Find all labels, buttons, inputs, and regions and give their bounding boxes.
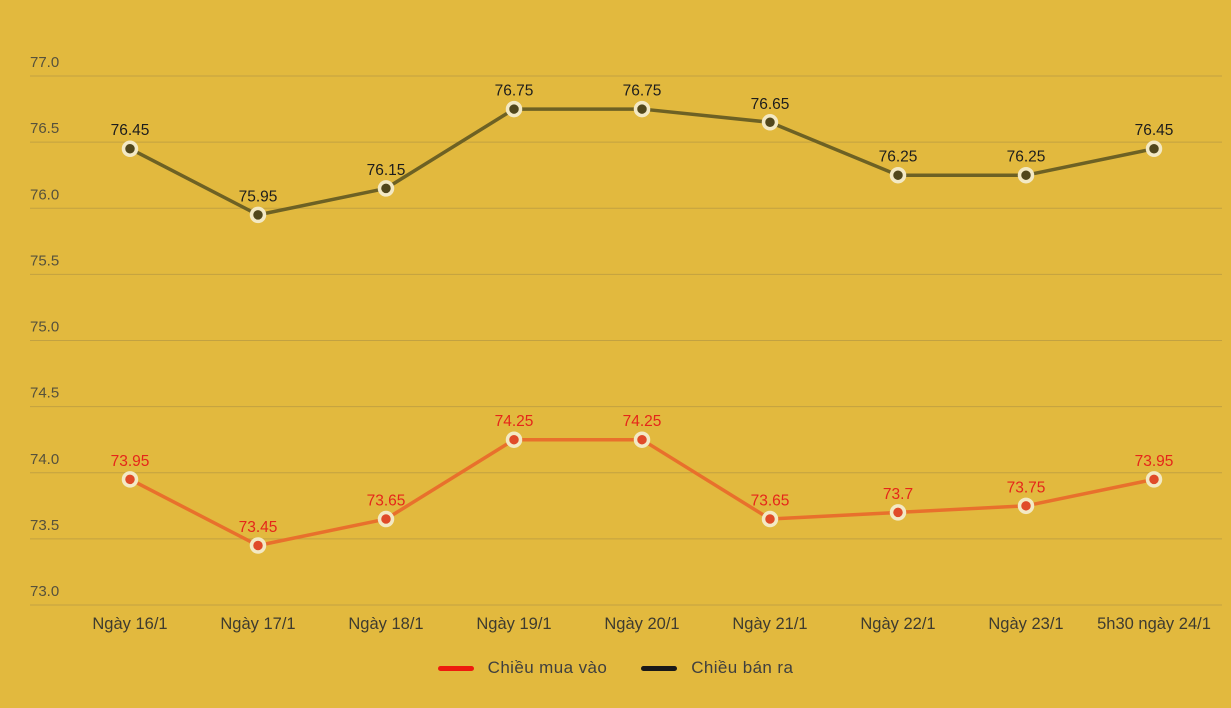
x-axis-tick-label: Ngày 17/1 — [220, 615, 295, 633]
y-axis-tick-label: 75.5 — [30, 252, 59, 269]
buy-series-swatch-icon — [437, 665, 474, 671]
legend-label-buy: Chiều mua vào — [487, 658, 608, 677]
data-point-marker — [249, 537, 267, 554]
data-point-label: 73.95 — [111, 453, 150, 470]
y-axis-tick-label: 74.5 — [30, 385, 59, 402]
x-axis-tick-label: Ngày 16/1 — [92, 615, 167, 633]
data-point-label: 73.95 — [1135, 453, 1174, 470]
legend-item-chieu-ban-ra: Chiều bán ra — [641, 658, 793, 678]
legend-item-chieu-mua-vao: Chiều mua vào — [437, 658, 608, 678]
chart-plot-area: 77.0 76.5 76.0 75.5 75.0 74.5 74.0 73.5 73.0 Ngày… — [30, 54, 1222, 633]
x-axis-tick-label: Ngày 20/1 — [604, 615, 679, 633]
data-point-marker — [1017, 166, 1035, 184]
x-axis-tick-label: Ngày 23/1 — [988, 615, 1063, 633]
data-point-label: 73.75 — [1007, 479, 1046, 496]
y-axis-tick-label: 73.0 — [30, 583, 59, 600]
chart-legend: Chiều mua vào Chiều bán ra — [0, 658, 1231, 678]
data-point-marker — [377, 180, 395, 197]
data-point-label: 76.25 — [1007, 149, 1046, 166]
data-point-label: 76.45 — [111, 122, 150, 139]
x-axis-tick-label: Ngày 21/1 — [732, 615, 807, 633]
x-axis-tick-label: Ngày 19/1 — [476, 615, 551, 633]
y-axis-tick-label: 73.5 — [30, 517, 59, 534]
data-point-label: 73.7 — [883, 486, 913, 503]
data-point-label: 73.65 — [367, 493, 406, 510]
data-point-marker — [377, 510, 395, 528]
data-point-marker — [1017, 497, 1035, 515]
data-point-marker — [249, 206, 267, 224]
y-axis-tick-label: 74.0 — [30, 451, 59, 468]
data-point-label: 74.25 — [495, 413, 534, 430]
data-point-marker — [889, 504, 907, 521]
series-line — [128, 437, 1156, 548]
y-axis-tick-label: 75.0 — [30, 319, 59, 336]
data-point-marker — [761, 510, 779, 528]
data-point-label: 76.25 — [879, 149, 918, 166]
data-point-label: 75.95 — [239, 188, 278, 205]
x-axis-tick-label: Ngày 18/1 — [348, 615, 423, 633]
legend-label-sell: Chiều bán ra — [691, 658, 794, 677]
data-point-marker — [121, 140, 139, 157]
data-point-marker — [889, 166, 907, 184]
data-point-label: 76.75 — [495, 83, 534, 100]
data-point-marker — [121, 471, 139, 488]
data-point-label: 76.75 — [623, 83, 662, 100]
data-point-marker — [633, 100, 651, 118]
y-axis-tick-label: 76.0 — [30, 186, 59, 203]
y-axis-tick-label: 76.5 — [30, 120, 59, 137]
data-point-label: 76.45 — [1135, 122, 1174, 139]
data-point-marker — [761, 114, 779, 131]
data-point-label: 76.65 — [751, 96, 790, 113]
data-point-label: 74.25 — [623, 413, 662, 430]
x-axis-tick-label: 5h30 ngày 24/1 — [1097, 615, 1211, 633]
series-line — [128, 107, 1156, 217]
data-point-marker — [1145, 471, 1163, 488]
data-point-marker — [505, 100, 523, 118]
data-point-marker — [1145, 140, 1163, 157]
data-point-label: 76.15 — [367, 162, 406, 179]
data-point-label: 73.45 — [239, 519, 278, 536]
x-axis-tick-label: Ngày 22/1 — [860, 615, 935, 633]
data-point-marker — [633, 431, 651, 448]
y-axis-tick-label: 77.0 — [30, 54, 59, 71]
data-point-label: 73.65 — [751, 493, 790, 510]
data-point-marker — [505, 431, 523, 448]
sell-series-swatch-icon — [641, 665, 678, 671]
